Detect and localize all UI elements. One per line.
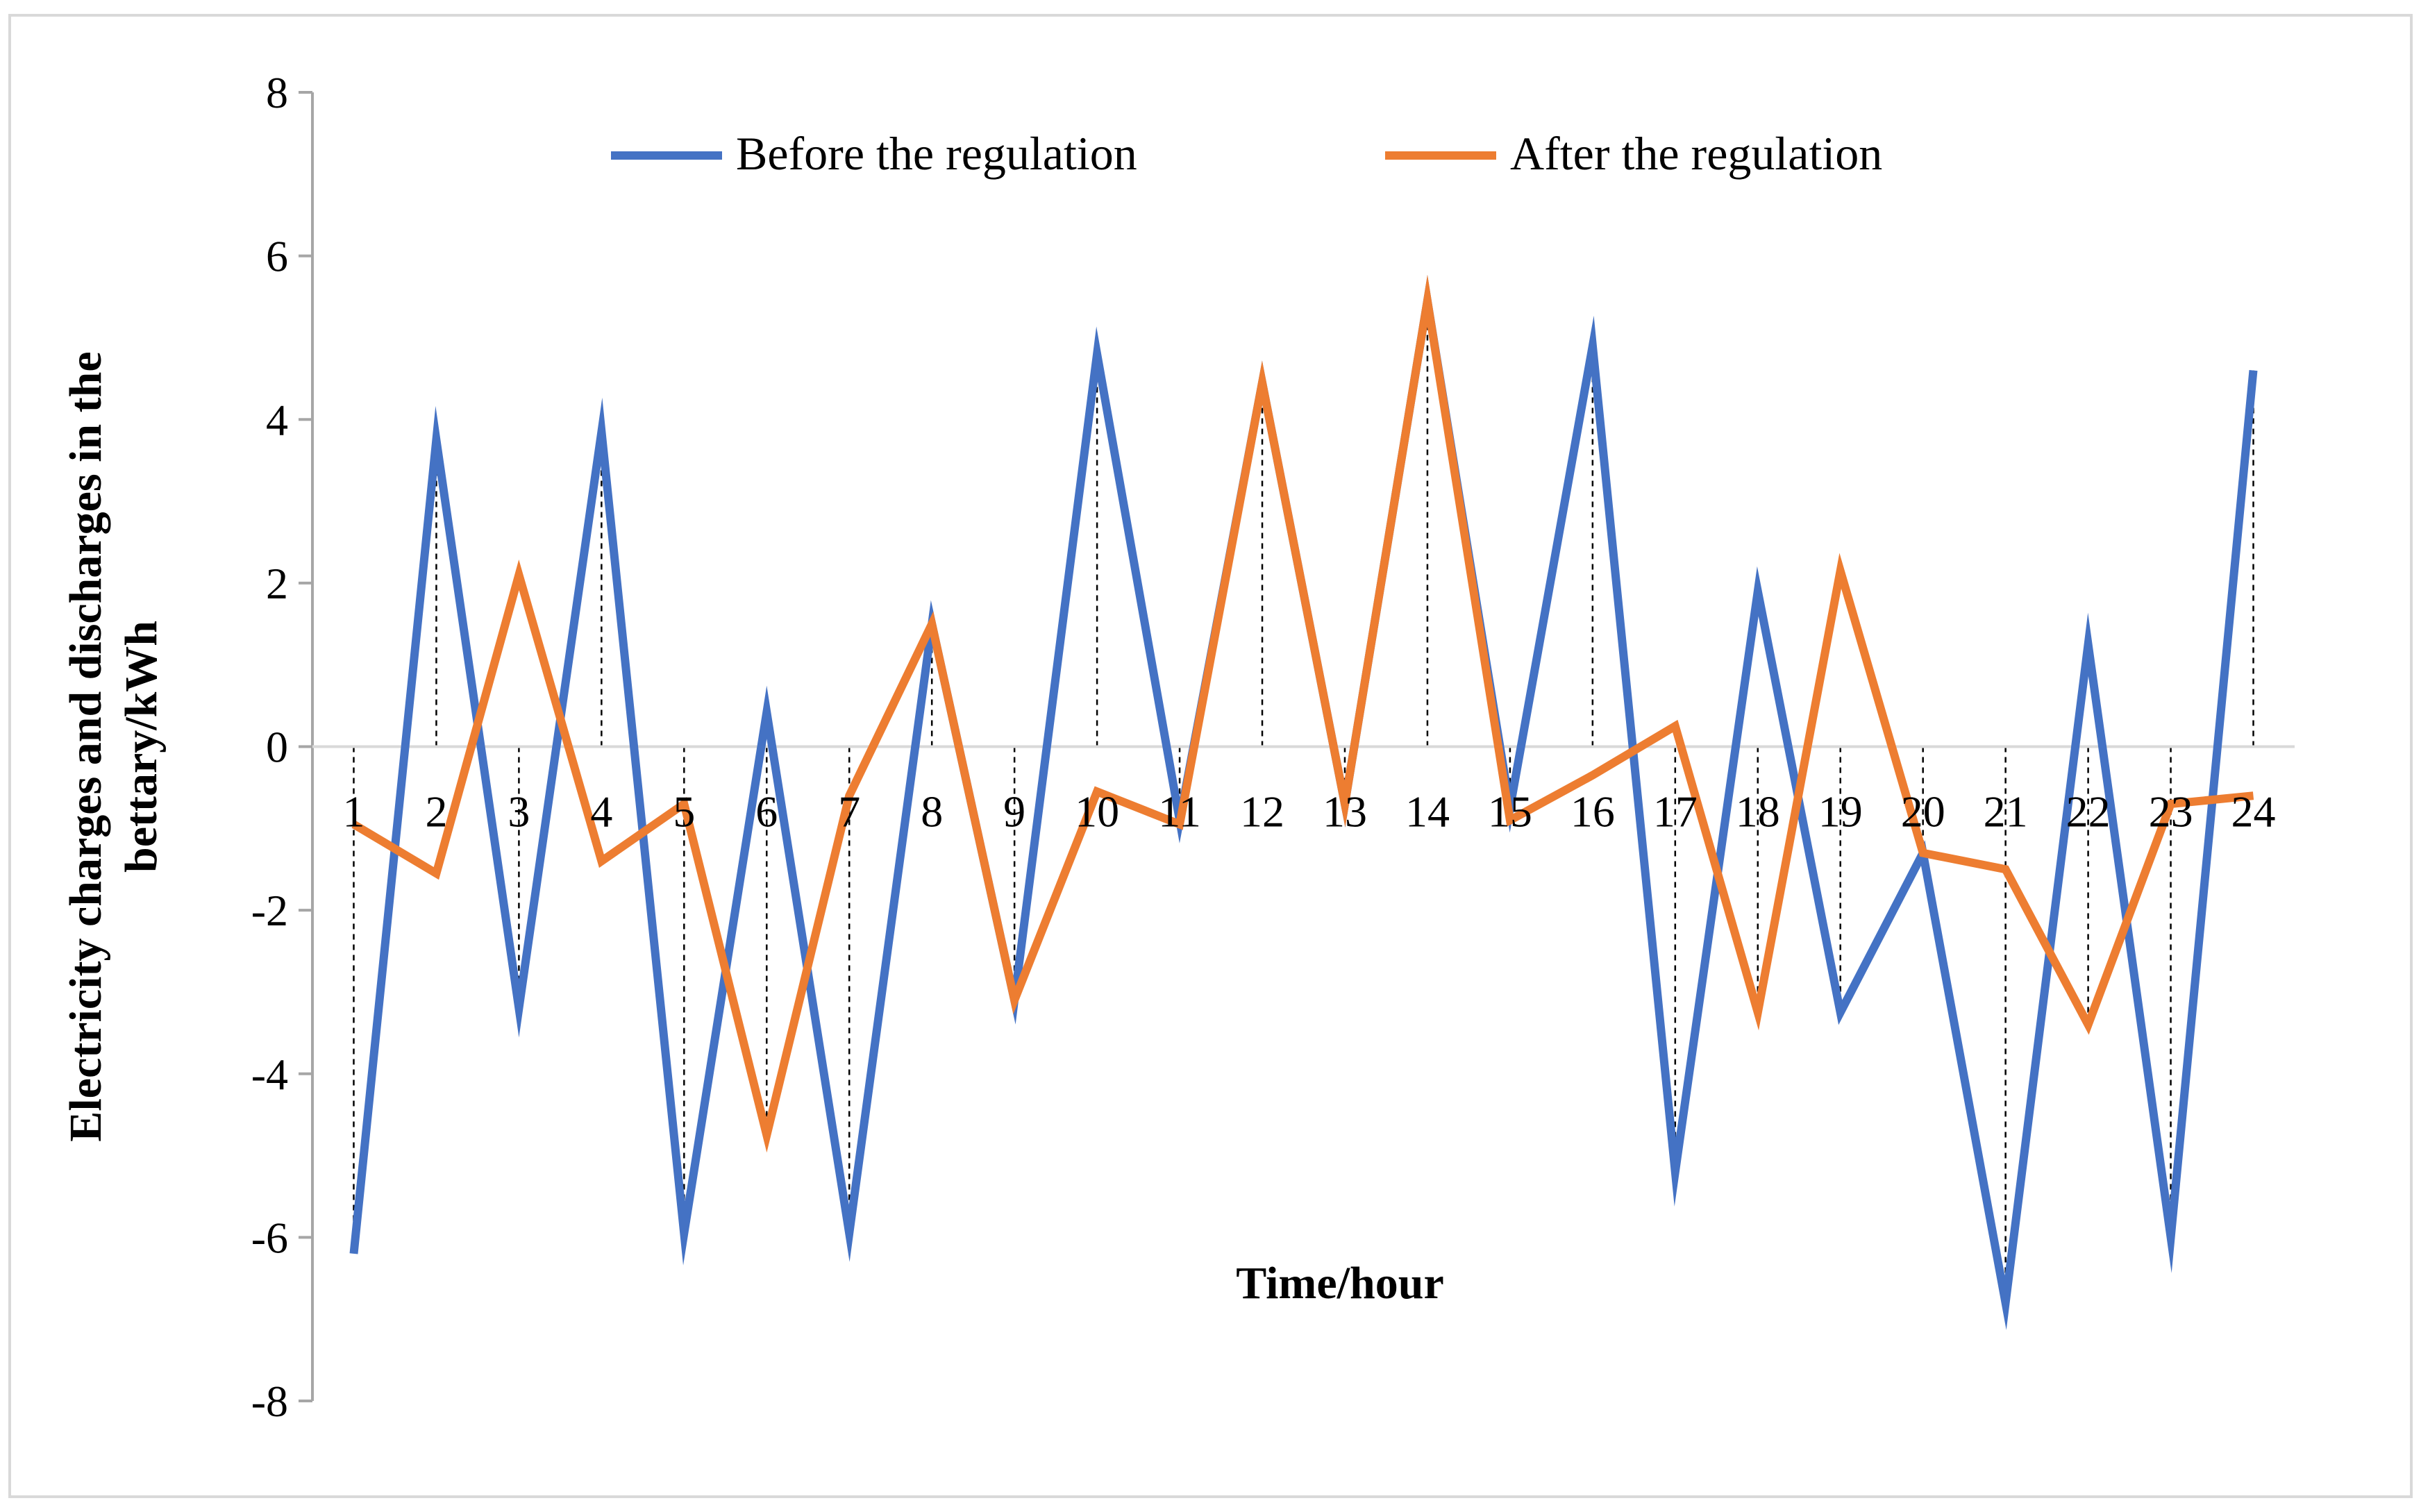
x-tick-label: 6 bbox=[755, 787, 778, 837]
y-axis-title: Electricity charges and discharges in th… bbox=[60, 351, 167, 1141]
x-tick-label: 11 bbox=[1158, 787, 1201, 837]
x-tick-label: 2 bbox=[425, 787, 447, 837]
legend: Before the regulation After the regulatio… bbox=[611, 127, 1882, 180]
x-tick-label: 9 bbox=[1003, 787, 1025, 837]
x-tick-label: 10 bbox=[1075, 787, 1119, 837]
x-tick-label: 22 bbox=[2066, 787, 2111, 837]
y-axis-title-line: bettary/kWh bbox=[116, 621, 167, 873]
y-tick-label: 2 bbox=[266, 559, 288, 608]
x-tick-label: 7 bbox=[838, 787, 860, 837]
x-tick-label: 12 bbox=[1240, 787, 1284, 837]
x-tick-label: 23 bbox=[2149, 787, 2193, 837]
x-tick-label: 8 bbox=[921, 787, 943, 837]
x-tick-label: 15 bbox=[1488, 787, 1532, 837]
x-axis-title: Time/hour bbox=[1236, 1258, 1443, 1309]
x-tick-label: 18 bbox=[1736, 787, 1780, 837]
x-ticks: 1 2 3 4 5 6 7 8 9 10 11 12 13 14 15 16 17 18 19 20 21 22 23 24 bbox=[342, 787, 2275, 837]
legend-label: After the regulation bbox=[1510, 127, 1882, 180]
x-tick-label: 19 bbox=[1818, 787, 1863, 837]
y-tick-label: 0 bbox=[266, 723, 288, 772]
x-tick-label: 24 bbox=[2231, 787, 2276, 837]
x-tick-label: 17 bbox=[1653, 787, 1698, 837]
series-line-after bbox=[351, 274, 2254, 1153]
drop-lines bbox=[353, 301, 2254, 1303]
x-tick-label: 4 bbox=[590, 787, 612, 837]
x-tick-label: 16 bbox=[1570, 787, 1615, 837]
y-tick-label: 4 bbox=[266, 395, 288, 444]
y-tick-label: -6 bbox=[251, 1213, 288, 1262]
series-lines bbox=[349, 274, 2258, 1330]
x-tick-label: 3 bbox=[508, 787, 530, 837]
y-tick-label: -4 bbox=[251, 1050, 288, 1099]
chart-border bbox=[8, 14, 2413, 1498]
y-tick-label: -8 bbox=[251, 1377, 288, 1426]
y-ticks: -8 -6 -4 -2 0 2 4 6 8 bbox=[251, 68, 312, 1426]
legend-label: Before the regulation bbox=[736, 127, 1137, 180]
x-tick-label: 14 bbox=[1405, 787, 1450, 837]
y-tick-label: -2 bbox=[251, 886, 288, 935]
x-tick-label: 5 bbox=[673, 787, 695, 837]
x-tick-label: 20 bbox=[1901, 787, 1945, 837]
y-tick-label: 6 bbox=[266, 232, 288, 281]
y-tick-label: 8 bbox=[266, 68, 288, 117]
x-tick-label: 1 bbox=[342, 787, 365, 837]
y-axis-title-line: Electricity charges and discharges in th… bbox=[60, 351, 111, 1141]
x-tick-label: 21 bbox=[1984, 787, 2028, 837]
x-tick-label: 13 bbox=[1323, 787, 1367, 837]
